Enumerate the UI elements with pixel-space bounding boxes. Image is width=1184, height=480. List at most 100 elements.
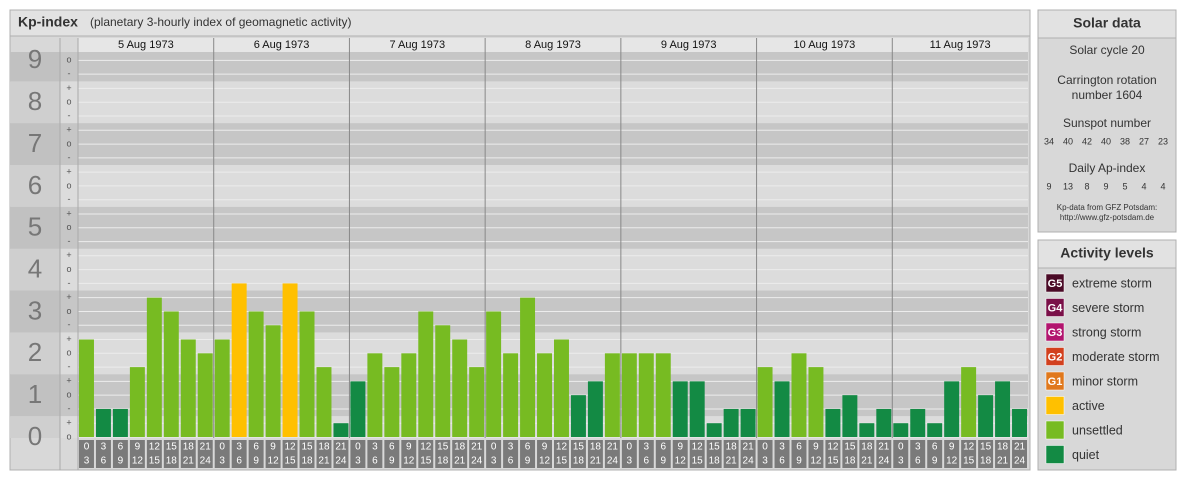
hour-label: 21 [471,442,483,453]
hour-cell [1012,440,1027,468]
hour-label: 15 [692,456,704,467]
hour-cell [248,440,264,468]
hour-label: 21 [607,442,619,453]
hour-label: 12 [403,456,415,467]
hour-cell [961,440,977,468]
hour-label: 3 [491,456,497,467]
bar [469,367,485,437]
date-label: 7 Aug 1973 [389,39,445,51]
hour-label: 3 [219,456,225,467]
hour-label: 0 [491,442,497,453]
hour-cell [282,440,298,468]
chart-title: Kp-index [18,14,78,30]
bar [689,381,705,437]
hour-label: 3 [101,442,107,453]
level-swatch [1045,371,1065,391]
band [10,416,1028,438]
hour-cell [146,440,162,468]
bar [231,283,247,437]
ap-value: 9 [1046,181,1051,191]
hour-label: 18 [709,456,721,467]
hour-label: 15 [709,442,721,453]
hour-label: 24 [1014,456,1026,467]
bar [859,423,875,437]
sunspot-label: Sunspot number [1063,116,1151,130]
hour-label: 15 [844,442,856,453]
level-badge: G4 [1048,302,1064,314]
hour-cell [672,440,688,468]
date-label: 8 Aug 1973 [525,39,581,51]
minor-tick-label: - [68,194,71,204]
hour-cell [95,440,111,468]
date-label: 11 Aug 1973 [930,39,991,51]
minor-tick-label: + [66,166,71,176]
hour-label: 0 [762,442,768,453]
solar-panel [1037,9,1177,233]
hour-cell [774,440,790,468]
hour-label: 3 [779,442,785,453]
hour-label: 9 [253,456,259,467]
hour-label: 18 [437,456,449,467]
hour-label: 0 [219,442,225,453]
hour-label: 12 [268,456,280,467]
y-tick-label: 4 [28,253,42,283]
hour-label: 3 [372,442,378,453]
bar [910,408,926,437]
bar [706,423,722,437]
hour-cell [401,440,417,468]
levels-title-bar [1037,239,1177,269]
date-label: 5 Aug 1973 [118,39,174,51]
level-badge: G5 [1048,278,1063,290]
hour-label: 9 [118,456,124,467]
hour-label: 18 [166,456,178,467]
hour-label: 18 [590,442,602,453]
hour-label: 15 [420,456,432,467]
hour-label: 12 [556,442,568,453]
hour-label: 21 [454,456,466,467]
hour-label: 6 [779,456,785,467]
minor-tick-label: + [66,292,71,302]
hour-cell [978,440,994,468]
hour-cell [180,440,196,468]
hour-label: 21 [590,456,602,467]
level-name: moderate storm [1072,350,1160,364]
hour-cell [452,440,468,468]
hour-cell [197,440,213,468]
y-tick-label: 3 [28,295,42,325]
bar [604,353,620,437]
bar [570,395,586,437]
hour-cell [825,440,841,468]
hour-label: 24 [200,456,212,467]
bar [248,311,264,437]
ap-label: Daily Ap-index [1069,161,1146,175]
hour-label: 24 [743,456,755,467]
hour-label: 6 [118,442,124,453]
hour-cell [927,440,943,468]
date-label: 6 Aug 1973 [254,39,310,51]
hour-cell [350,440,366,468]
hour-label: 15 [963,456,975,467]
bar [265,325,281,437]
bar [333,423,349,437]
hour-cell [299,440,315,468]
hour-label: 21 [743,442,755,453]
minor-tick-label: - [68,278,71,288]
hour-label: 15 [827,456,839,467]
sunspot-value: 34 [1044,136,1054,146]
hour-label: 6 [796,442,802,453]
hour-cell [163,440,179,468]
minor-tick-label: + [66,83,71,93]
hour-label: 24 [335,456,347,467]
hour-cell [655,440,671,468]
level-name: minor storm [1072,374,1138,388]
ap-value: 4 [1160,181,1165,191]
hour-cell [537,440,552,468]
hour-label: 21 [726,456,738,467]
bar [876,408,892,437]
hour-label: 12 [946,456,958,467]
hour-label: 3 [762,456,768,467]
hour-label: 0 [355,442,361,453]
date-header [78,38,1028,52]
minor-tick-label: + [66,418,71,428]
bar [825,408,841,437]
